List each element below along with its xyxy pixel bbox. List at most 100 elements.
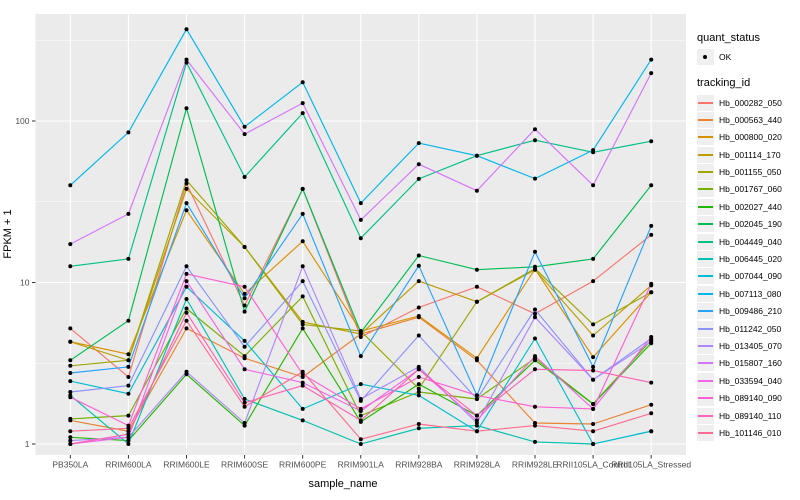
legend-line-icon bbox=[698, 344, 713, 347]
data-point bbox=[416, 141, 421, 146]
legend-line-icon bbox=[698, 379, 713, 382]
data-point bbox=[184, 178, 189, 183]
legend-key-swatch bbox=[697, 129, 714, 146]
legend-key-swatch bbox=[697, 424, 714, 441]
y-axis-tick-label: 100 bbox=[15, 116, 29, 126]
legend-item-label: Hb_013405_070 bbox=[719, 340, 782, 351]
data-point bbox=[300, 111, 305, 116]
legend-line-icon bbox=[698, 101, 713, 104]
legend-item-label: Hb_015807_160 bbox=[719, 358, 782, 369]
legend-item: Hb_089140_090 bbox=[697, 390, 797, 407]
data-point bbox=[126, 438, 131, 443]
data-point bbox=[416, 367, 421, 372]
data-point bbox=[474, 153, 479, 158]
legend-key-swatch bbox=[697, 372, 714, 389]
legend-key-swatch bbox=[697, 390, 714, 407]
data-point bbox=[300, 279, 305, 284]
x-axis-tick-label: RRIM600LE bbox=[163, 460, 210, 470]
data-point bbox=[126, 426, 131, 431]
data-point bbox=[184, 208, 189, 213]
data-point bbox=[358, 406, 363, 411]
data-point bbox=[358, 236, 363, 241]
data-point bbox=[416, 333, 421, 338]
data-point bbox=[649, 139, 654, 144]
data-point bbox=[126, 352, 131, 357]
legend-item: Hb_000800_020 bbox=[697, 129, 797, 146]
data-point bbox=[533, 138, 537, 143]
y-axis-tick-label: 10 bbox=[20, 278, 30, 288]
x-axis-tick-label: RRIM600PE bbox=[279, 460, 327, 470]
data-point bbox=[242, 421, 247, 425]
legend-key-swatch bbox=[697, 216, 714, 233]
data-point bbox=[300, 369, 305, 374]
legend-line-icon bbox=[698, 223, 713, 226]
data-point bbox=[300, 380, 305, 385]
legend-key-swatch bbox=[697, 285, 714, 302]
data-point bbox=[300, 322, 305, 327]
data-point bbox=[184, 60, 189, 65]
data-point bbox=[184, 264, 189, 269]
x-axis-tick-label: RRIM928LA bbox=[454, 460, 501, 470]
data-point bbox=[300, 211, 305, 216]
legend-item: Hb_101146_010 bbox=[697, 424, 797, 441]
data-point bbox=[533, 404, 537, 409]
data-point bbox=[591, 148, 596, 153]
data-point bbox=[649, 281, 654, 286]
x-axis-tick-label: RRIM928LE bbox=[512, 460, 559, 470]
legend-item-label: Hb_089140_090 bbox=[719, 393, 782, 404]
data-point bbox=[358, 201, 363, 206]
data-point bbox=[242, 245, 247, 249]
data-point bbox=[474, 429, 479, 434]
data-point bbox=[184, 306, 189, 311]
data-point bbox=[474, 413, 479, 418]
data-point bbox=[591, 364, 596, 369]
data-point bbox=[533, 176, 537, 181]
data-point bbox=[300, 239, 305, 244]
data-point bbox=[416, 426, 421, 431]
x-axis-tick-label: RRIM600LA bbox=[105, 460, 152, 470]
legend-key-swatch bbox=[697, 251, 714, 268]
legend-item-label: Hb_001767_060 bbox=[719, 184, 782, 195]
data-point bbox=[474, 356, 479, 361]
data-point bbox=[300, 406, 305, 411]
data-point bbox=[68, 183, 73, 188]
legend-line-icon bbox=[698, 240, 713, 243]
data-point bbox=[474, 188, 479, 193]
data-point bbox=[358, 442, 363, 446]
data-point bbox=[416, 263, 421, 268]
data-point bbox=[68, 416, 73, 421]
data-point bbox=[242, 132, 247, 137]
data-point bbox=[68, 326, 73, 331]
data-point bbox=[416, 253, 421, 258]
data-point bbox=[126, 429, 131, 434]
data-point bbox=[300, 80, 305, 85]
legend-line-icon bbox=[698, 171, 713, 174]
data-point bbox=[649, 335, 654, 339]
legend-quant-status-items: OK bbox=[697, 49, 797, 65]
legend-key-swatch bbox=[697, 337, 714, 354]
legend-item: Hb_015807_160 bbox=[697, 355, 797, 372]
legend-item: Hb_000282_050 bbox=[697, 94, 797, 111]
legend-line-icon bbox=[698, 362, 713, 365]
data-point bbox=[474, 267, 479, 272]
data-point bbox=[68, 379, 73, 384]
data-point bbox=[533, 367, 537, 372]
data-point bbox=[242, 344, 247, 349]
legend-key-swatch bbox=[697, 181, 714, 198]
legend: quant_status OK tracking_id Hb_000282_05… bbox=[697, 26, 797, 442]
legend-item: Hb_007113_080 bbox=[697, 285, 797, 302]
legend-line-icon bbox=[698, 136, 713, 139]
legend-item-label: OK bbox=[719, 52, 732, 62]
data-point bbox=[649, 411, 654, 416]
data-point bbox=[358, 330, 363, 335]
legend-line-icon bbox=[698, 292, 713, 295]
data-point bbox=[416, 314, 421, 318]
data-point bbox=[126, 413, 131, 418]
data-point bbox=[533, 423, 537, 428]
legend-key-swatch bbox=[697, 146, 714, 163]
legend-item: Hb_001767_060 bbox=[697, 181, 797, 198]
legend-key-swatch bbox=[697, 303, 714, 320]
data-point bbox=[184, 271, 189, 276]
legend-item: Hb_089140_110 bbox=[697, 407, 797, 424]
